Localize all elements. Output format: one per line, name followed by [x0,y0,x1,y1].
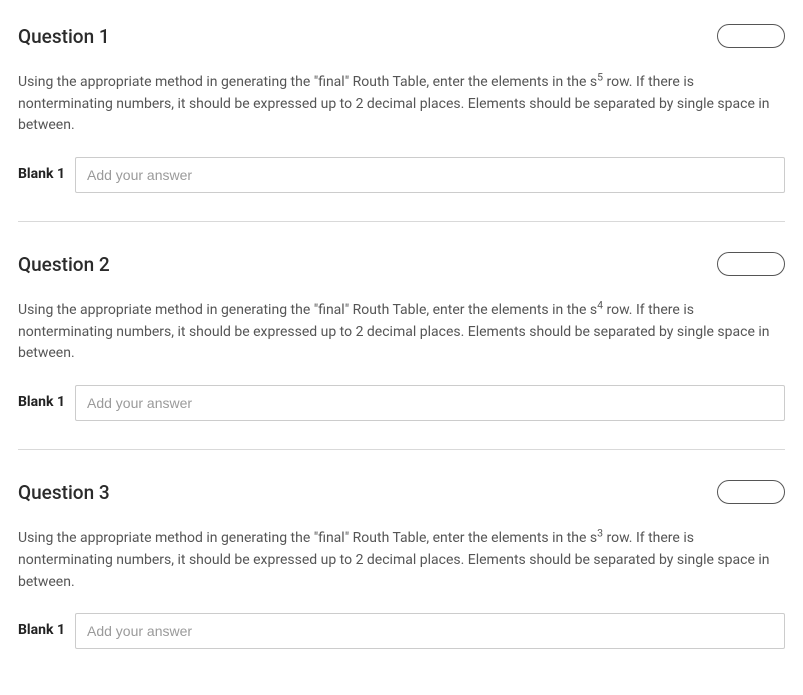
question-text: Using the appropriate method in generati… [18,528,785,593]
question-text-before: Using the appropriate method in generati… [18,530,597,546]
question-header: Question 1 [18,24,785,48]
answer-input[interactable] [75,385,785,421]
question-title: Question 2 [18,253,110,276]
points-pill [717,24,785,48]
question-block: Question 2 Using the appropriate method … [18,252,785,421]
question-text-before: Using the appropriate method in generati… [18,302,597,318]
answer-row: Blank 1 [18,157,785,193]
question-text: Using the appropriate method in generati… [18,300,785,365]
question-divider [18,221,785,222]
question-header: Question 3 [18,480,785,504]
question-text-before: Using the appropriate method in generati… [18,74,597,90]
blank-label: Blank 1 [18,157,75,193]
question-block: Question 1 Using the appropriate method … [18,24,785,193]
answer-row: Blank 1 [18,385,785,421]
question-title: Question 1 [18,25,110,48]
question-text: Using the appropriate method in generati… [18,72,785,137]
question-header: Question 2 [18,252,785,276]
question-block: Question 3 Using the appropriate method … [18,480,785,649]
question-divider [18,449,785,450]
answer-input[interactable] [75,157,785,193]
points-pill [717,480,785,504]
answer-row: Blank 1 [18,613,785,649]
question-title: Question 3 [18,481,110,504]
blank-label: Blank 1 [18,613,75,649]
blank-label: Blank 1 [18,385,75,421]
answer-input[interactable] [75,613,785,649]
points-pill [717,252,785,276]
